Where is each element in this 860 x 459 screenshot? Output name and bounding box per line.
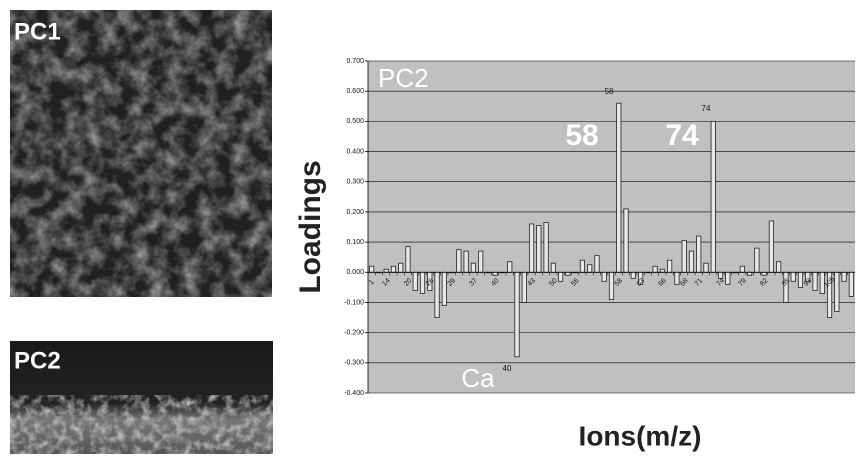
bar xyxy=(508,262,512,273)
bar xyxy=(791,272,795,281)
bar xyxy=(580,260,584,272)
figure: PC1 PC2 PC2 Loadings Ions(m/z) -0.400 -0.… xyxy=(0,0,860,454)
bar xyxy=(762,272,766,275)
bar xyxy=(660,269,664,272)
bar xyxy=(653,266,657,272)
y-tick-label: 0.200 xyxy=(346,209,364,216)
bar xyxy=(798,272,802,287)
bar xyxy=(478,251,482,272)
bar xyxy=(747,272,751,275)
bar xyxy=(515,272,519,357)
bar xyxy=(442,272,446,305)
bar xyxy=(740,266,744,272)
y-tick-label: 0.600 xyxy=(346,88,364,95)
bar xyxy=(849,272,853,296)
bar xyxy=(493,272,497,275)
chart-title: PC2 xyxy=(378,63,429,93)
bar xyxy=(609,272,613,299)
plot-area xyxy=(368,61,855,393)
bar xyxy=(835,272,839,311)
annotation: 40 xyxy=(503,364,512,373)
bar xyxy=(667,260,671,272)
bar xyxy=(755,248,759,272)
bar xyxy=(631,272,635,278)
bar xyxy=(457,250,461,273)
bar xyxy=(842,272,846,281)
annotation: 74 xyxy=(665,119,699,152)
y-tick-label: 0.300 xyxy=(346,179,364,186)
bar xyxy=(602,272,606,281)
bar xyxy=(391,266,395,272)
bar xyxy=(529,224,533,272)
y-tick-label: 0.400 xyxy=(346,148,364,155)
bar xyxy=(769,221,773,272)
bar xyxy=(551,263,555,272)
y-tick-label: -0.400 xyxy=(344,390,364,397)
bar xyxy=(617,103,621,272)
bar xyxy=(624,209,628,272)
bar xyxy=(704,263,708,272)
bar xyxy=(566,272,570,275)
bar xyxy=(544,222,548,272)
bar xyxy=(682,241,686,273)
pc1-image xyxy=(10,10,272,297)
y-tick-label: 0.000 xyxy=(346,269,364,276)
bar xyxy=(384,269,388,272)
bar xyxy=(558,272,562,281)
bar xyxy=(813,272,817,290)
y-tick-label: 0.100 xyxy=(346,239,364,246)
bar xyxy=(369,266,373,272)
y-tick-label: 0.700 xyxy=(346,58,364,65)
panel-label: PC2 xyxy=(14,347,61,374)
bar xyxy=(595,256,599,273)
bar xyxy=(471,263,475,272)
y-tick-label: -0.200 xyxy=(344,329,364,336)
bar xyxy=(537,225,541,272)
bar xyxy=(406,247,410,273)
panel-label: PC1 xyxy=(14,18,61,45)
bar xyxy=(726,272,730,284)
bar xyxy=(399,263,403,272)
bar xyxy=(435,272,439,317)
annotation: 58 xyxy=(605,87,614,96)
annotation: 58 xyxy=(565,119,598,152)
y-axis-title: Loadings xyxy=(294,160,327,293)
bar xyxy=(522,272,526,302)
y-tick-label: -0.100 xyxy=(344,299,364,306)
bar xyxy=(697,236,701,272)
annotation: 74 xyxy=(702,104,711,113)
bar xyxy=(588,265,592,273)
bar xyxy=(711,121,715,272)
bar xyxy=(464,251,468,272)
x-axis-title: Ions(m/z) xyxy=(579,420,702,451)
y-tick-label: -0.300 xyxy=(344,360,364,367)
y-tick-label: 0.500 xyxy=(346,118,364,125)
bar xyxy=(413,272,417,290)
bar xyxy=(776,262,780,273)
annotation: Ca xyxy=(461,363,495,393)
bar xyxy=(689,251,693,272)
